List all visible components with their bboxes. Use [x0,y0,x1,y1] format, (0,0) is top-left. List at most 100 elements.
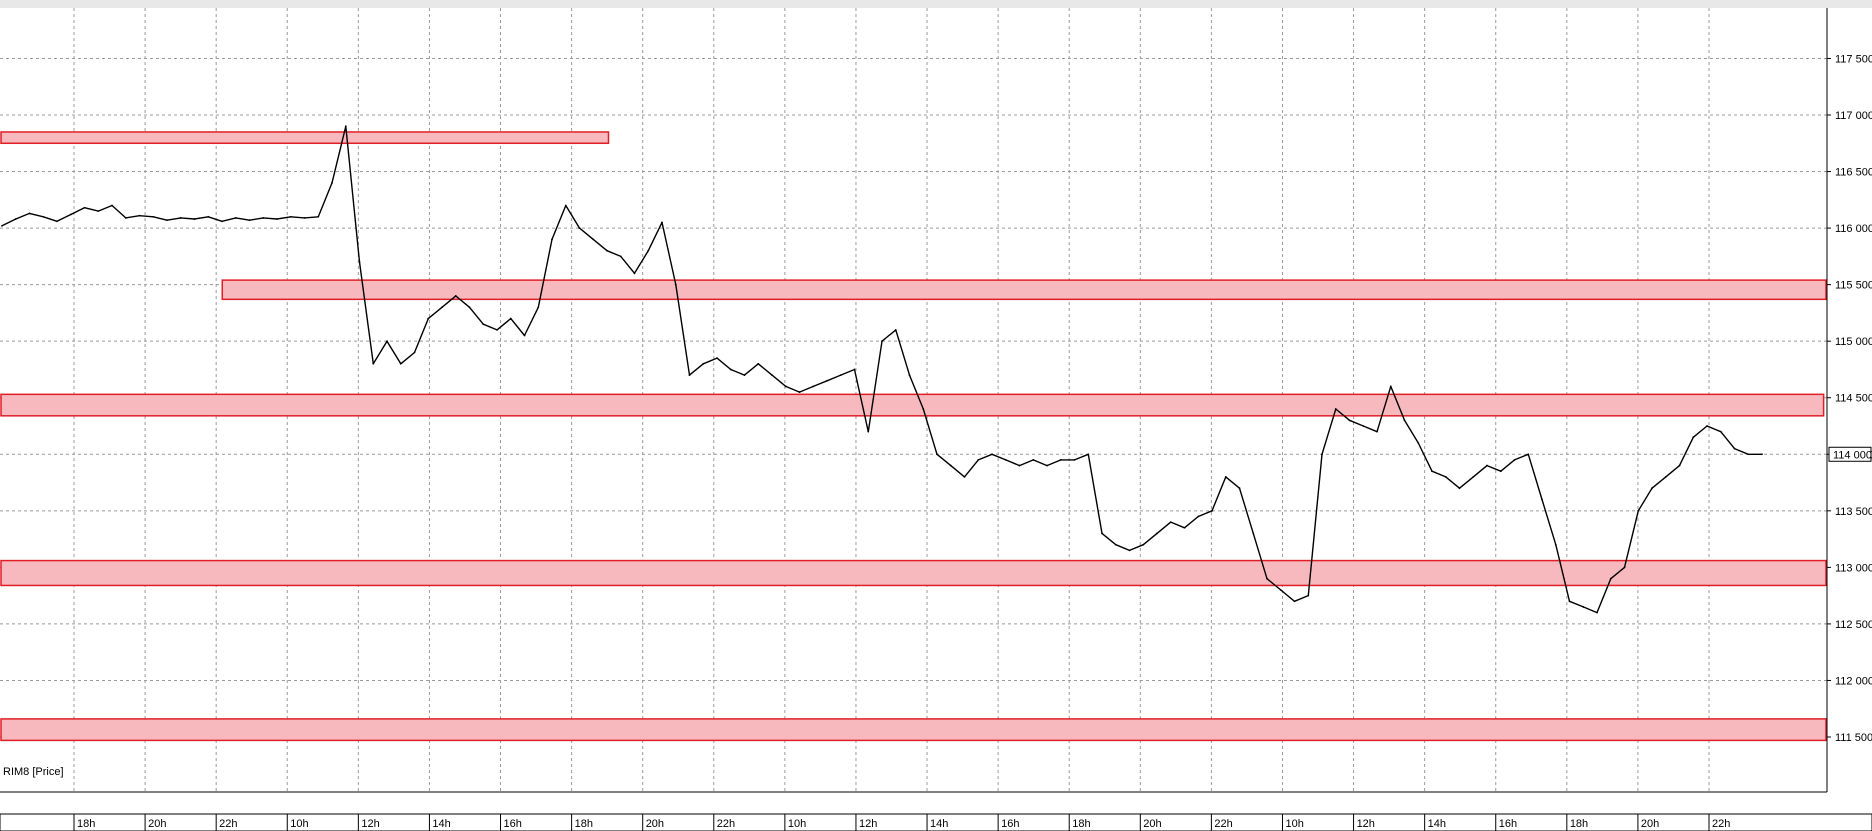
price-point [28,212,31,215]
price-axis-label: 117 500 [1835,53,1872,65]
price-axis-label: 116 500 [1835,167,1872,179]
time-axis-label: 22h [1712,818,1730,830]
price-point [1376,430,1378,433]
price-point [152,215,155,218]
price-point [1073,459,1076,461]
price-point [991,453,993,456]
time-axis-label: 20h [148,818,166,830]
price-point [1032,459,1035,461]
price-point [56,220,58,223]
last-price-label: 114 000 [1833,449,1872,461]
price-point [551,238,553,241]
price-point [441,306,443,309]
price-axis-label: 115 500 [1835,280,1872,292]
price-point [276,218,278,220]
price-point [1211,509,1213,512]
price-point [867,430,870,433]
time-axis-label: 10h [1285,818,1303,830]
price-point [248,219,251,222]
price-point [111,204,113,207]
top-strip [0,0,1872,8]
time-axis-label: 22h [1214,818,1232,830]
price-point [1554,543,1557,546]
price-point [922,408,925,410]
price-point [1568,600,1571,603]
price-point [1293,600,1296,603]
price-axis-label: 113 000 [1835,562,1872,574]
price-point [1156,532,1158,535]
time-axis-label: 20h [646,818,664,830]
price-point [193,218,196,220]
price-series-line [1,125,1762,614]
price-point [179,217,182,219]
price-point [1486,464,1488,467]
price-point [949,464,952,467]
price-point [138,214,141,217]
price-point [1059,459,1062,461]
price-point [1087,453,1090,456]
price-zone [0,559,1827,587]
price-point [757,362,760,365]
price-point [1389,385,1392,388]
price-point [1706,425,1708,427]
time-axis-label: 16h [1499,818,1517,830]
time-axis-label: 14h [930,818,948,830]
price-point [386,340,388,343]
price-point [1678,464,1681,467]
price-point [826,379,828,382]
price-point [399,362,402,365]
price-point [1224,475,1227,478]
time-axis-label: 18h [1072,818,1090,830]
time-axis-label: 14h [1428,818,1446,830]
price-point [936,453,938,456]
price-point [674,283,677,286]
price-point [482,323,485,326]
price-point [1623,566,1626,569]
price-point [1582,606,1585,608]
price-point [771,374,773,377]
price-point [42,215,45,218]
price-point [1279,589,1282,591]
price-point [1458,487,1461,490]
price-point [427,317,430,320]
time-axis-label: 12h [859,818,877,830]
price-point [633,272,636,275]
price-axis-label: 111 500 [1835,732,1872,744]
price-point [1142,543,1145,546]
price-point [69,213,72,216]
price-point [702,362,705,365]
time-axis-label: 16h [504,818,522,830]
price-point [97,210,100,213]
price-axis-label: 116 000 [1835,223,1872,235]
price-point [853,368,856,371]
price-point [1664,475,1667,478]
time-axis-label: 10h [788,818,806,830]
price-point [908,374,911,377]
price-zone [0,393,1825,417]
price-point [564,204,567,207]
price-point [83,206,86,209]
price-point [1527,453,1530,456]
price-point [496,328,498,331]
price-point [207,215,210,218]
price-point [963,475,966,478]
price-point [1334,408,1337,410]
price-point [234,217,237,219]
price-axis-label: 113 500 [1835,506,1872,518]
price-point [784,385,787,388]
price-point [1018,464,1021,467]
price-point [413,351,416,354]
price-point [1403,419,1406,422]
price-point [798,391,801,393]
time-axis-label: 18h [77,818,95,830]
price-point [1128,549,1131,552]
price-point [1692,436,1695,439]
price-point [1238,487,1241,490]
price-point [537,306,540,309]
price-point [262,217,265,219]
price-point [303,217,306,219]
price-zone [221,279,1827,301]
price-point [977,459,980,461]
price-point [372,362,375,365]
price-point [166,219,168,222]
